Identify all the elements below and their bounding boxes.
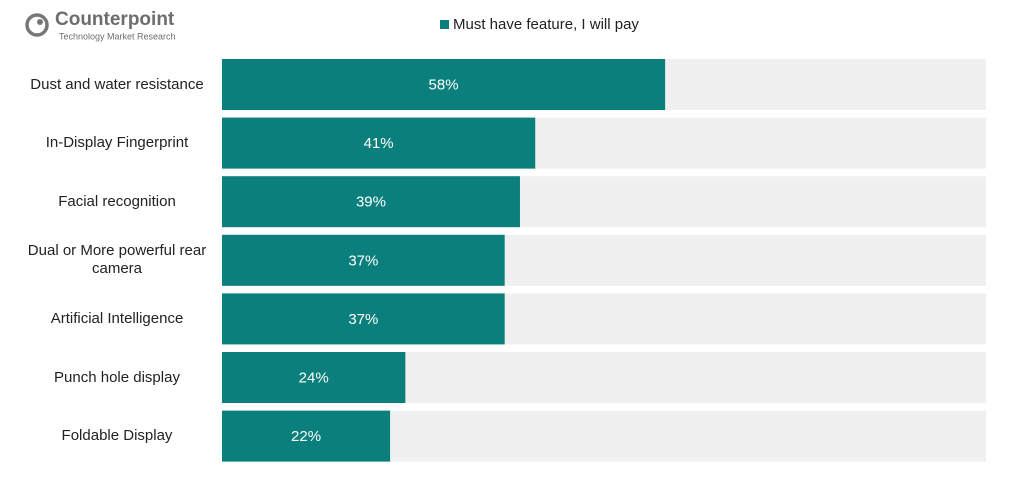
value-label: 39% — [356, 194, 386, 211]
value-label: 58% — [429, 76, 459, 93]
bar — [222, 410, 391, 462]
bar — [222, 176, 520, 228]
value-label: 37% — [348, 311, 378, 328]
category-label: Facial recognition — [58, 192, 176, 210]
value-label: 24% — [299, 369, 329, 386]
legend-label: Must have feature, I will pay — [453, 16, 639, 33]
value-label: 37% — [348, 252, 378, 269]
logo-icon — [25, 13, 49, 37]
bar — [222, 352, 406, 403]
bar — [222, 234, 505, 286]
value-label: 22% — [291, 428, 321, 445]
logo-icon-dot — [37, 19, 43, 25]
legend-swatch — [440, 20, 449, 29]
category-label: Artificial Intelligence — [50, 309, 184, 327]
value-label: 41% — [364, 135, 394, 152]
category-label: Dust and water resistance — [30, 75, 204, 93]
category-label: Punch hole display — [54, 368, 180, 386]
category-label: Dual or More powerful rear camera — [27, 242, 207, 278]
logo: Counterpoint Technology Market Research — [25, 9, 176, 41]
logo-name: Counterpoint — [55, 9, 175, 30]
bar — [222, 293, 505, 345]
logo-tagline: Technology Market Research — [59, 31, 176, 41]
bar — [222, 59, 666, 110]
category-label: In-Display Fingerprint — [45, 134, 189, 152]
category-label: Foldable Display — [61, 427, 173, 445]
bar — [222, 117, 536, 169]
